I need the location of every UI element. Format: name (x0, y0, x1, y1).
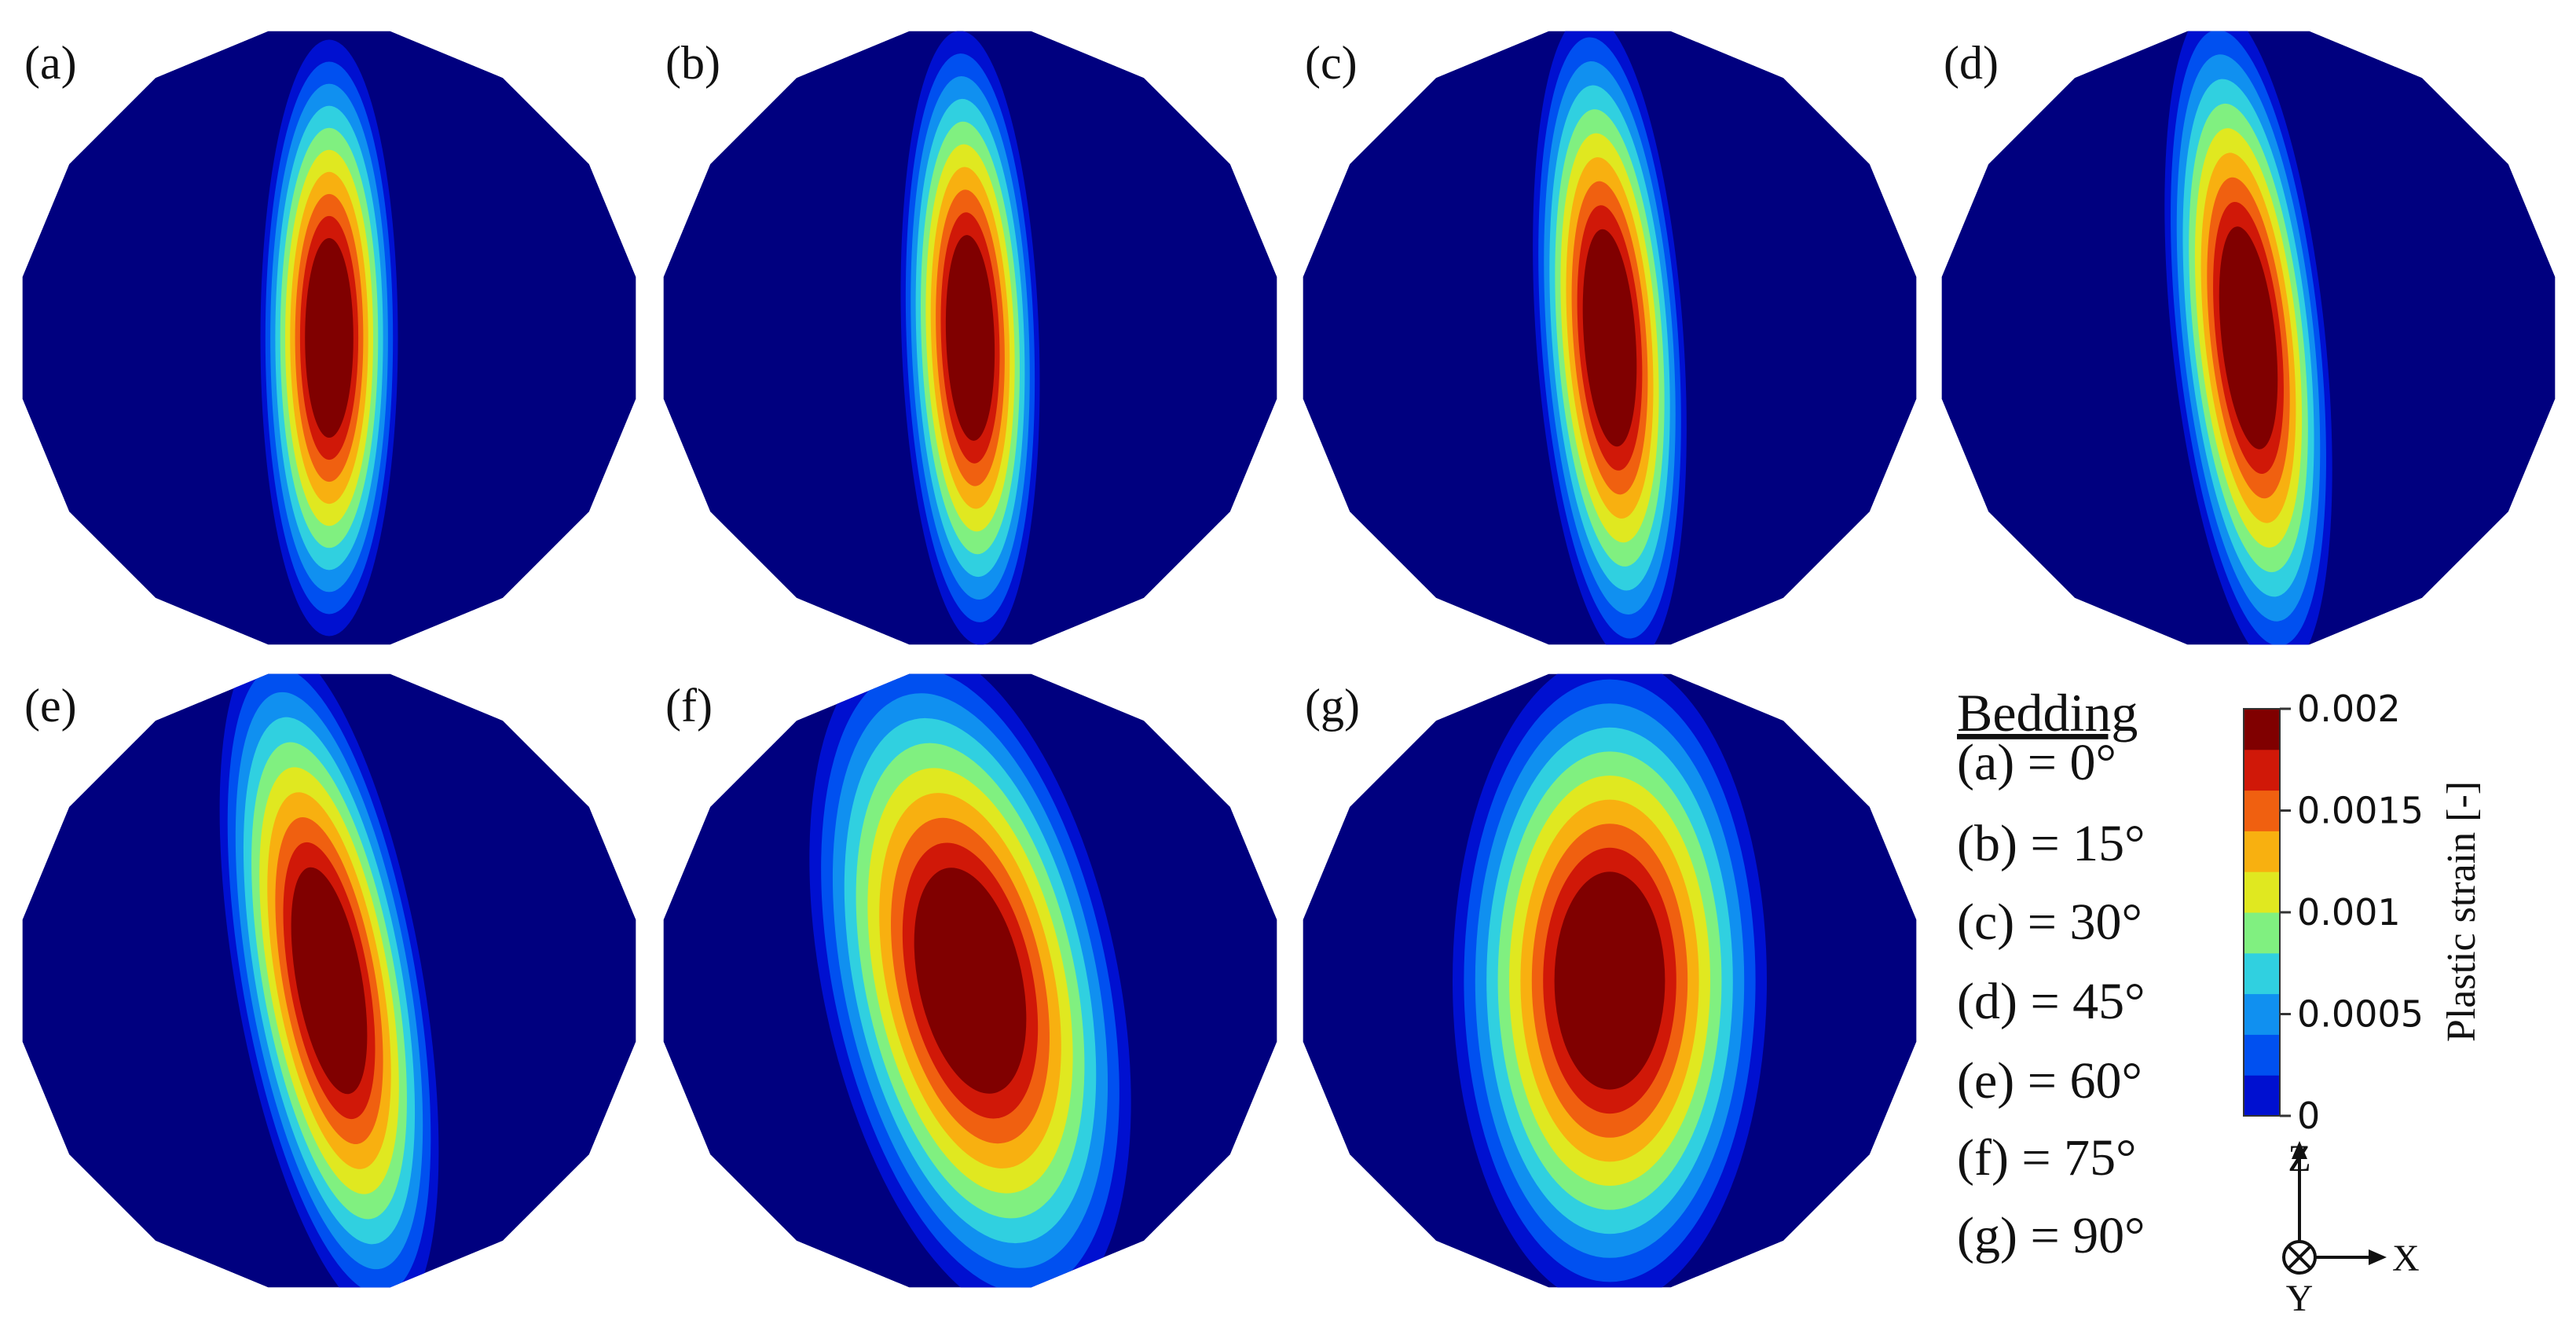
contour-band (291, 867, 368, 1095)
contours (1533, 31, 1687, 645)
contour-panel (1303, 31, 1917, 645)
contour-band (1582, 229, 1637, 447)
colorbar-band (2244, 993, 2280, 1035)
contours (900, 31, 1040, 645)
legend-entry: (f) = 75° (1957, 1129, 2137, 1187)
contours (809, 673, 1131, 1288)
colorbar-band (2244, 831, 2280, 872)
legend-entry: (a) = 0° (1957, 734, 2116, 791)
legend-entry: (c) = 30° (1957, 893, 2142, 951)
colorbar-tick-label: 0 (2297, 1095, 2320, 1137)
contours (1453, 673, 1767, 1288)
panel-label: (e) (24, 680, 77, 732)
contours (2164, 31, 2332, 645)
contour-band (1554, 871, 1665, 1090)
contour-band (305, 237, 354, 438)
contour-panel (663, 31, 1277, 645)
panel-label: (g) (1305, 680, 1360, 732)
panel-label: (c) (1305, 37, 1358, 89)
contour-panel (1303, 673, 1917, 1288)
colorbar-band (2244, 790, 2280, 831)
colorbar-tick-label: 0.0005 (2297, 993, 2424, 1036)
x-arrowhead (2369, 1249, 2387, 1265)
colorbar-band (2244, 1075, 2280, 1117)
contour-panel (663, 673, 1277, 1288)
contour-panel (1941, 31, 2556, 645)
z-arrowhead (2292, 1141, 2307, 1159)
legend-entry: (d) = 45° (1957, 973, 2145, 1030)
axes-icon: Z X Y (2282, 1138, 2420, 1319)
x-label: X (2392, 1238, 2420, 1279)
colorbar-band (2244, 749, 2280, 791)
colorbar-tick-label: 0.002 (2297, 688, 2401, 730)
legend-entry: (e) = 60° (1957, 1052, 2142, 1110)
colorbar-band (2244, 912, 2280, 954)
legend-entry: (b) = 15° (1957, 815, 2145, 872)
colorbar-tick-label: 0.0015 (2297, 790, 2424, 832)
contours (219, 673, 439, 1288)
colorbar-band (2244, 1034, 2280, 1076)
z-label: Z (2288, 1138, 2310, 1179)
panel-label: (f) (665, 680, 713, 732)
panel-label: (a) (24, 37, 77, 89)
panels (22, 31, 2556, 1288)
y-label: Y (2286, 1278, 2314, 1319)
contour-band (2219, 226, 2278, 449)
legend-entry: (g) = 90° (1957, 1207, 2145, 1264)
colorbar: 0.002 0.0015 0.001 0.0005 0 (2243, 688, 2424, 1137)
legend-title: Bedding (1957, 683, 2138, 743)
colorbar-band (2244, 871, 2280, 913)
legend: (a) = 0° (b) = 15° (c) = 30° (d) = 45° (e) =… (1957, 734, 2145, 1264)
colorbar-label: Plastic strain [-] (2439, 781, 2484, 1042)
panel-label: (b) (665, 37, 720, 89)
contour-band (945, 235, 995, 441)
contour-panel (22, 31, 636, 645)
colorbar-tick-label: 0.001 (2297, 891, 2401, 934)
contour-band (914, 868, 1027, 1094)
panel-label: (d) (1944, 37, 1999, 89)
contour-panel (22, 673, 636, 1288)
colorbar-band (2244, 952, 2280, 995)
y-cross (2287, 1245, 2312, 1270)
colorbar-band (2244, 709, 2280, 750)
contours (260, 39, 398, 636)
